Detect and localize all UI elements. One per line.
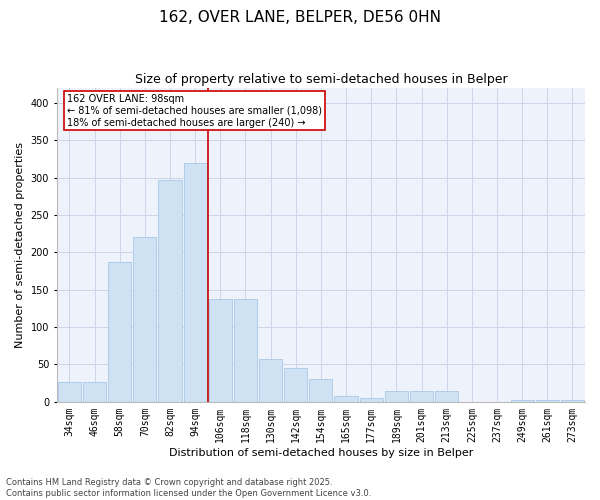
Bar bbox=[83, 382, 106, 402]
Title: Size of property relative to semi-detached houses in Belper: Size of property relative to semi-detach… bbox=[134, 72, 507, 86]
Bar bbox=[58, 382, 81, 402]
Y-axis label: Number of semi-detached properties: Number of semi-detached properties bbox=[15, 142, 25, 348]
Bar bbox=[209, 300, 232, 402]
X-axis label: Distribution of semi-detached houses by size in Belper: Distribution of semi-detached houses by … bbox=[169, 448, 473, 458]
Bar bbox=[334, 396, 358, 402]
Bar bbox=[259, 359, 282, 402]
Bar bbox=[133, 238, 157, 402]
Text: 162, OVER LANE, BELPER, DE56 0HN: 162, OVER LANE, BELPER, DE56 0HN bbox=[159, 10, 441, 25]
Text: 162 OVER LANE: 98sqm
← 81% of semi-detached houses are smaller (1,098)
18% of se: 162 OVER LANE: 98sqm ← 81% of semi-detac… bbox=[67, 94, 322, 128]
Bar bbox=[536, 400, 559, 402]
Bar bbox=[158, 180, 182, 402]
Bar bbox=[435, 390, 458, 402]
Bar bbox=[359, 398, 383, 402]
Bar bbox=[511, 400, 533, 402]
Bar bbox=[108, 262, 131, 402]
Text: Contains HM Land Registry data © Crown copyright and database right 2025.
Contai: Contains HM Land Registry data © Crown c… bbox=[6, 478, 371, 498]
Bar bbox=[410, 390, 433, 402]
Bar bbox=[561, 400, 584, 402]
Bar bbox=[284, 368, 307, 402]
Bar bbox=[234, 300, 257, 402]
Bar bbox=[385, 390, 408, 402]
Bar bbox=[184, 163, 207, 402]
Bar bbox=[310, 380, 332, 402]
